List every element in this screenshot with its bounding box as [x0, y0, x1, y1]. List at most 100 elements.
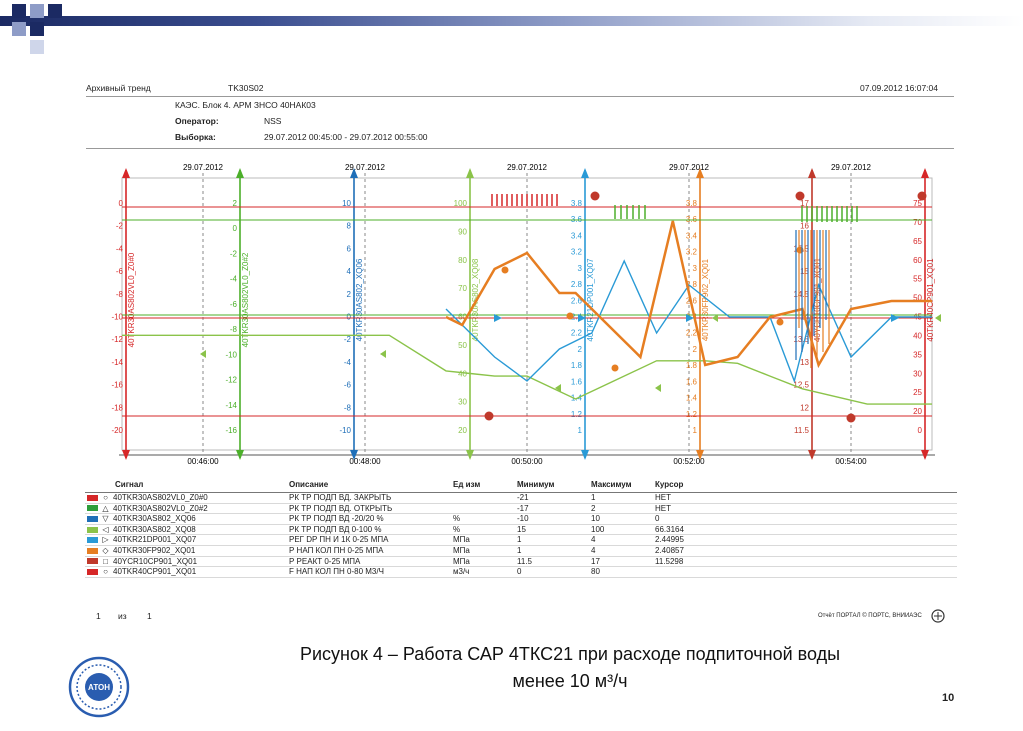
legend-signal: 40YCR10CP901_XQ01	[113, 556, 198, 566]
series-marker	[655, 384, 661, 392]
legend-row[interactable]: ○ 40TKR30AS802VL0_Z0#0 РК ТР ПОДП ВД. ЗАКР…	[85, 492, 957, 504]
axis-series-label: 40TKR30FP902_XQ01	[701, 258, 710, 341]
axis-tick-label: 30	[458, 398, 467, 407]
axis-tick-label: 8	[347, 222, 352, 231]
legend-row[interactable]: ◁ 40TKR30AS802_XQ08 РК ТР ПОДП ВД 0-100 %%…	[85, 524, 957, 536]
axis-arrow-down-icon	[696, 450, 704, 460]
axis-tick-label: 20	[913, 407, 922, 416]
legend-max: 80	[589, 566, 653, 578]
series-marker	[935, 314, 941, 322]
top-date-label: 29.07.2012	[831, 163, 872, 172]
legend-min: 0	[515, 566, 589, 578]
legend-min: -10	[515, 513, 589, 525]
legend-unit: %	[451, 513, 515, 525]
axis-tick-label: -16	[225, 426, 237, 435]
archive-label: Архивный тренд	[86, 83, 151, 93]
series-marker	[611, 364, 619, 372]
axis-tick-label: 75	[913, 199, 922, 208]
legend-desc: РК ТР ПОДП ВД 0-100 %	[287, 524, 451, 536]
legend-row[interactable]: ▷ 40TKR21DP001_XQ07 РЕГ DP ПН И 1К 0-25 МП…	[85, 534, 957, 546]
axis-tick-label: -8	[230, 325, 238, 334]
axis-tick-label: 1.2	[571, 410, 583, 419]
axis-tick-label: 55	[913, 275, 922, 284]
axis-arrow-up-icon	[808, 168, 816, 178]
top-date-label: 29.07.2012	[183, 163, 224, 172]
legend-desc: РК ТР ПОДП ВД. ОТКРЫТЬ	[287, 503, 451, 515]
legend-header-unit: Ед изм	[451, 478, 515, 493]
axis-tick-label: -8	[116, 290, 124, 299]
aton-logo: АТОН	[68, 656, 130, 718]
legend-max: 100	[589, 524, 653, 536]
report-datetime: 07.09.2012 16:07:04	[860, 83, 938, 93]
axis-tick-label: 10	[342, 199, 351, 208]
legend-desc: РК ТР ПОДП ВД. ЗАКРЫТЬ	[287, 492, 451, 504]
axis-tick-label: 2.2	[686, 329, 698, 338]
header-divider	[86, 148, 954, 149]
axis-tick-label: 2.6	[571, 296, 583, 305]
axis-tick-label: 2	[578, 345, 583, 354]
legend-color-swatch	[87, 558, 98, 565]
series-marker	[555, 384, 561, 392]
legend-min: 1	[515, 534, 589, 546]
header-divider	[86, 96, 954, 97]
axis-tick-label: -20	[111, 426, 123, 435]
deco-square	[12, 4, 26, 18]
legend-cursor: 0	[653, 513, 957, 525]
deco-square	[12, 22, 26, 36]
series-marker	[686, 314, 694, 322]
legend-color-swatch	[87, 505, 98, 512]
axis-tick-label: 40	[458, 369, 467, 378]
axis-arrow-down-icon	[466, 450, 474, 460]
slide-number: 10	[942, 692, 955, 704]
axis-arrow-up-icon	[696, 168, 704, 178]
legend-row[interactable]: ▽ 40TKR30AS802_XQ06 РК ТР ПОДП ВД -20/20 %…	[85, 513, 957, 525]
legend-desc: Р НАП КОЛ ПН 0-25 МПА	[287, 545, 451, 557]
operator-label: Оператор:	[175, 116, 219, 126]
bottom-time-label: 00:46:00	[187, 457, 219, 466]
legend-row[interactable]: △ 40TKR30AS802VL0_Z0#2 РК ТР ПОДП ВД. ОТКР…	[85, 503, 957, 515]
axis-tick-label: 25	[913, 388, 922, 397]
legend-marker-icon: □	[103, 556, 108, 566]
axis-tick-label: -8	[344, 403, 352, 412]
axis-tick-label: 1	[693, 426, 698, 435]
legend-marker-icon: ▽	[102, 514, 109, 524]
legend-cursor: НЕТ	[653, 503, 957, 515]
legend-cursor: НЕТ	[653, 492, 957, 504]
axis-tick-label: -2	[344, 335, 352, 344]
axis-tick-label: 3	[578, 264, 583, 273]
axis-tick-label: -14	[225, 401, 237, 410]
series-line	[445, 259, 932, 384]
legend-unit: МПа	[451, 545, 515, 557]
legend-row[interactable]: ○ 40TKR40CP901_XQ01 F НАП КОЛ ПН 0-80 М3/Ч…	[85, 566, 957, 578]
figure-caption-line1: Рисунок 4 – Работа САР 4ТКС21 при расход…	[299, 644, 841, 664]
report-source: Отчёт ПОРТАЛ © ПОРТС, ВНИИАЭС	[818, 613, 922, 619]
bottom-time-label: 00:48:00	[349, 457, 381, 466]
axis-tick-label: 0	[233, 224, 238, 233]
axis-arrow-down-icon	[921, 450, 929, 460]
axis-tick-label: 3.8	[686, 199, 698, 208]
axis-tick-label: -6	[344, 381, 352, 390]
legend-row[interactable]: ◇ 40TKR30FP902_XQ01 Р НАП КОЛ ПН 0-25 МПА М…	[85, 545, 957, 557]
axis-tick-label: 1.8	[571, 361, 583, 370]
axis-series-label: 40TKR30AS802_XQ06	[355, 258, 364, 341]
legend-header-max: Максимум	[589, 478, 653, 493]
legend-unit	[451, 503, 515, 515]
axis-tick-label: 0	[347, 313, 352, 322]
report-logo-icon	[931, 609, 945, 623]
sample-label: Выборка:	[175, 132, 216, 142]
legend-desc: F НАП КОЛ ПН 0-80 М3/Ч	[287, 566, 451, 578]
axis-tick-label: 3.8	[571, 199, 583, 208]
legend-marker-icon: ▷	[102, 535, 109, 545]
legend-max: 4	[589, 534, 653, 546]
axis-tick-label: 50	[458, 341, 467, 350]
deco-square	[30, 22, 44, 36]
axis-tick-label: 3	[693, 264, 698, 273]
axis-tick-label: 0	[918, 426, 923, 435]
legend-row[interactable]: □ 40YCR10CP901_XQ01 Р РЕАКТ 0-25 МПА МПа 11.…	[85, 556, 957, 568]
legend-signal: 40TKR21DP001_XQ07	[113, 535, 197, 545]
top-date-label: 29.07.2012	[345, 163, 386, 172]
axis-tick-label: 80	[458, 256, 467, 265]
axis-tick-label: 70	[913, 218, 922, 227]
axis-tick-label: 1.8	[686, 361, 698, 370]
legend-cursor: 2.44995	[653, 534, 957, 546]
